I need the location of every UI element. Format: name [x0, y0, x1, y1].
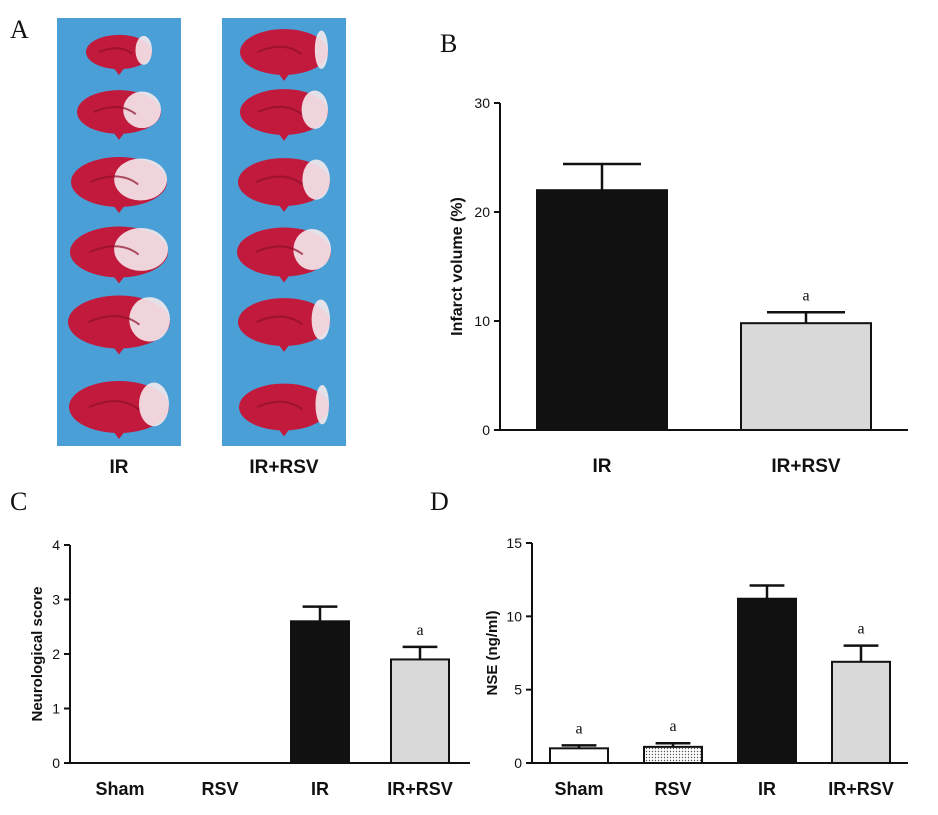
y-tick-label: 10: [474, 313, 490, 329]
y-tick-label: 0: [482, 422, 490, 438]
significance-mark: a: [802, 287, 809, 304]
category-label: RSV: [654, 779, 691, 799]
y-axis-label: NSE (ng/ml): [484, 610, 501, 695]
bar: [831, 660, 891, 764]
brain-slice: [238, 158, 331, 212]
category-label: Sham: [95, 779, 144, 799]
brain-slice: [70, 226, 168, 284]
significance-mark: a: [857, 621, 864, 638]
brain-slice: [237, 227, 332, 283]
y-tick-label: 0: [52, 755, 60, 771]
significance-mark: a: [669, 718, 676, 735]
panel-label-a: A: [10, 15, 29, 44]
panel-label-b: B: [440, 29, 457, 58]
y-tick-label: 30: [474, 95, 490, 111]
y-axis-label: Neurological score: [29, 586, 46, 721]
bar: [549, 747, 609, 764]
error-bar: [655, 741, 691, 747]
y-tick-label: 10: [506, 608, 522, 624]
error-bar: [767, 311, 845, 324]
error-bar: [563, 162, 641, 191]
photo-label-ir-rsv: IR+RSV: [249, 457, 318, 478]
bar: [536, 189, 668, 431]
brain-slice: [77, 90, 161, 140]
category-label: IR: [593, 456, 612, 477]
y-tick-label: 1: [52, 701, 60, 717]
photo-label-ir: IR: [110, 457, 129, 478]
brain-slice: [239, 383, 329, 437]
y-tick-label: 2: [52, 646, 60, 662]
brain-slice: [238, 298, 330, 352]
category-label: RSV: [201, 779, 238, 799]
bar: [740, 322, 872, 431]
category-label: IR: [311, 779, 329, 799]
y-tick-label: 20: [474, 204, 490, 220]
significance-mark: a: [575, 720, 582, 737]
bar: [737, 597, 797, 764]
bar: [390, 658, 450, 765]
brain-slices: [68, 29, 332, 439]
y-tick-label: 0: [514, 755, 522, 771]
significance-mark: a: [416, 622, 423, 639]
y-tick-label: 15: [506, 535, 522, 551]
chart-neurological-score: 0 1 2 3 4 Neurological score Sham RSV IR a IR+RSV: [29, 537, 470, 799]
category-label: IR: [758, 779, 776, 799]
error-bar: [402, 645, 438, 660]
error-bar: [843, 644, 879, 662]
brain-slice-photos: [57, 18, 346, 446]
panel-label-d: D: [430, 487, 449, 516]
category-label: IR+RSV: [771, 456, 840, 477]
brain-slice: [240, 89, 328, 141]
category-label: Sham: [554, 779, 603, 799]
y-axis-label: Infarct volume (%): [449, 197, 466, 336]
chart-infarct-volume: 0 10 20 30 Infarct volume (%) IR a IR+RSV: [449, 95, 908, 477]
brain-slice: [71, 157, 167, 213]
error-bar: [749, 584, 785, 599]
brain-slice: [240, 29, 328, 81]
category-label: IR+RSV: [828, 779, 894, 799]
category-label: IR+RSV: [387, 779, 453, 799]
brain-slice: [68, 295, 171, 355]
bar: [643, 745, 703, 764]
error-bar: [302, 605, 338, 622]
bar: [290, 620, 350, 764]
brain-slice: [86, 34, 152, 76]
y-tick-label: 4: [52, 537, 60, 553]
error-bar: [561, 744, 597, 749]
chart-nse: 0 5 10 15 NSE (ng/ml) a Sham a RSV IR a IR+RSV: [484, 535, 908, 799]
y-tick-label: 5: [514, 682, 522, 698]
panel-label-c: C: [10, 487, 27, 516]
y-tick-label: 3: [52, 592, 60, 608]
brain-slice: [69, 381, 169, 439]
